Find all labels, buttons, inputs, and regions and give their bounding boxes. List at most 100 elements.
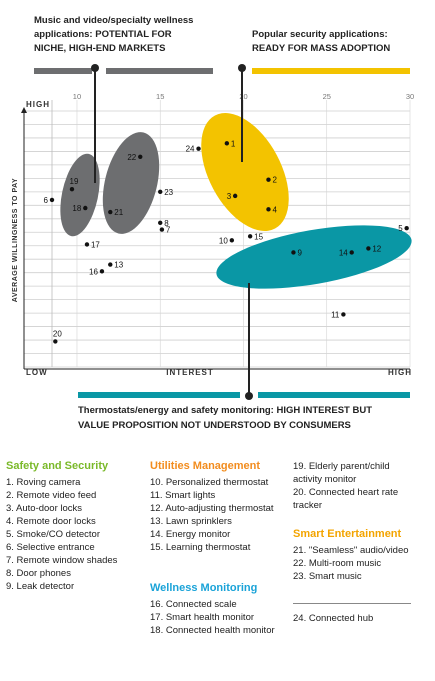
point-label-4: 4 [272,205,277,214]
point-3 [232,193,238,199]
legend-wellness-list: 16. Connected scale 17. Smart health moni… [150,598,290,637]
point-9 [291,250,296,255]
legend-item: 3. Auto-door locks [6,503,83,514]
x-axis-low-label: LOW [26,368,48,377]
legend-item: 4. Remote door locks [6,516,96,527]
legend-item: 12. Auto-adjusting thermostat [150,503,274,514]
point-8 [158,220,163,226]
annotation-bottom: Thermostats/energy and safety monitoring… [78,405,372,431]
annotation-bottom-line1: Thermostats/energy and safety monitoring… [78,405,372,416]
point-label-1: 1 [231,139,236,148]
annotation-top-right-line2: READY FOR MASS ADOPTION [252,43,390,54]
point-12 [366,246,371,251]
point-21 [108,209,113,215]
legend-item: 20. Connected heart rate tracker [293,487,399,511]
legend-item: 18. Connected health monitor [150,625,275,636]
legend-utilities-title: Utilities Management [150,460,261,472]
legend-item: 16. Connected scale [150,599,237,610]
point-label-13: 13 [114,261,123,270]
point-label-2: 2 [272,176,277,185]
point-label-12: 12 [372,244,381,253]
point-14 [349,250,354,255]
axes: LOW INTEREST HIGH HIGH AVERAGE WILLINGNE… [12,100,411,377]
point-4 [266,207,271,212]
y-axis-arrow [21,107,27,113]
point-17 [84,242,90,247]
legend-entertainment: Smart Entertainment 21. "Seamless" audio… [293,528,418,583]
point-label-6: 6 [44,196,49,205]
point-5 [404,226,409,231]
cluster-ellipses [60,113,412,289]
cluster-security-ellipse [201,113,289,231]
legend-item: 22. Multi-room music [293,558,382,569]
annotation-top-right: Popular security applications: READY FOR… [252,29,390,54]
annotation-top-left-line3: NICHE, HIGH-END MARKETS [34,43,165,54]
point-22 [138,154,143,160]
point-label-21: 21 [114,208,123,217]
legend-other: 24. Connected hub [293,612,418,625]
point-6 [49,197,55,203]
point-label-17: 17 [91,240,100,249]
point-1 [224,141,230,146]
point-label-23: 23 [164,188,173,197]
point-label-24: 24 [186,145,195,154]
callout-bar-gray-left [34,68,92,74]
legend-item: 7. Remote window shades [6,555,118,566]
point-2 [266,177,271,182]
callout-lines [34,64,410,400]
y-axis-title: AVERAGE WILLINGNESS TO PAY [12,178,19,302]
legend-item: 15. Learning thermostat [150,542,251,553]
legend-safety-list: 1. Roving camera 2. Remote video feed 3. A… [6,476,146,593]
y-axis-high-label: HIGH [26,100,50,109]
point-16 [99,269,105,274]
legend-item: 2. Remote video feed [6,490,97,501]
point-label-15: 15 [254,232,263,241]
point-19 [69,186,75,192]
cluster-thermostats-ellipse [216,225,412,289]
legend-divider [293,603,411,604]
legend-utilities-list: 10. Personalized thermostat 11. Smart lig… [150,476,290,554]
x-tick-label: 10 [73,92,81,101]
legend-wellness-cont: 19. Elderly parent/child activity monito… [293,460,418,512]
legend-item: 11. Smart lights [150,490,216,501]
annotation-top-left-line1: Music and video/specialty wellness [34,15,193,26]
callout-dot-gray [91,64,99,72]
legend-item: 14. Energy monitor [150,529,231,540]
annotation-top-right-line1: Popular security applications: [252,29,388,40]
legend-wellness: Wellness Monitoring 16. Connected scale 1… [150,582,290,637]
point-label-7: 7 [166,226,171,235]
legend-item: 8. Door phones [6,568,71,579]
point-20 [53,339,58,344]
point-15 [247,234,253,239]
annotation-top-left-line2: applications: POTENTIAL FOR [34,29,172,40]
x-tick-label: 20 [239,92,247,101]
callout-dot-yellow [238,64,246,72]
point-label-18: 18 [72,204,81,213]
point-11 [341,312,346,317]
point-label-20: 20 [53,329,62,338]
legend-item: 13. Lawn sprinklers [150,516,232,527]
legend-item: 21. "Seamless" audio/video [293,545,409,556]
legend-safety: Safety and Security 1. Roving camera 2. R… [6,460,146,593]
legend-wellness-title: Wellness Monitoring [150,582,258,594]
point-label-16: 16 [89,267,98,276]
point-23 [158,189,163,195]
legend-item: 19. Elderly parent/child activity monito… [293,461,390,485]
legend-utilities: Utilities Management 10. Personalized th… [150,460,290,554]
callout-bar-yellow [252,68,410,74]
point-24 [196,146,201,151]
x-axis-title: INTEREST [166,368,214,377]
cluster-music-left-ellipse [60,153,100,237]
legend-item: 9. Leak detector [6,581,75,592]
point-13 [108,262,113,267]
callout-bar-teal-right [258,392,410,398]
callout-dot-teal [245,392,253,400]
legend-item: 24. Connected hub [293,613,374,624]
point-label-10: 10 [219,236,228,245]
legend-item: 6. Selective entrance [6,542,95,553]
cluster-music-right-ellipse [102,132,160,234]
point-label-22: 22 [127,153,136,162]
annotation-top-left: Music and video/specialty wellness appli… [34,15,193,54]
point-7 [159,227,165,232]
